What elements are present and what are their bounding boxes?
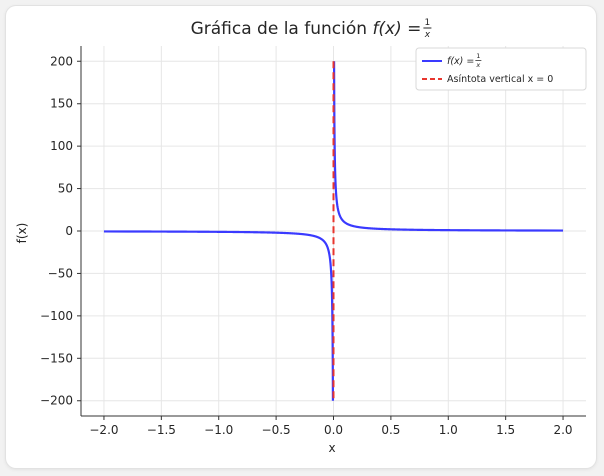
y-tick-label: 200 — [50, 54, 73, 68]
y-tick-label: 100 — [50, 139, 73, 153]
x-axis-label: x — [328, 441, 335, 455]
y-tick-label: 0 — [65, 224, 73, 238]
function-curve-positive — [332, 61, 564, 232]
function-curve-negative — [103, 230, 335, 401]
chart-title-fraction: 1 x — [423, 18, 432, 40]
ticks: −2.0 −1.5 −1.0 −0.5 0.0 0.5 1.0 1.5 2.0 −200 −150 −… — [40, 54, 573, 437]
x-tick-label: 0.5 — [381, 423, 400, 437]
svg-text:1: 1 — [476, 52, 480, 60]
y-tick-label: −150 — [40, 351, 73, 365]
y-tick-label: 50 — [58, 182, 73, 196]
series-layer — [103, 61, 564, 401]
svg-text:x: x — [475, 61, 480, 69]
x-tick-label: 2.0 — [553, 423, 572, 437]
legend-box — [415, 47, 587, 91]
svg-text:1: 1 — [425, 18, 431, 28]
y-tick-label: −50 — [48, 266, 73, 280]
svg-text:x: x — [424, 30, 431, 40]
x-tick-label: −1.0 — [204, 423, 233, 437]
x-tick-label: 1.5 — [496, 423, 515, 437]
x-tick-label: −0.5 — [262, 423, 291, 437]
legend-label-function-fraction: 1 x — [475, 52, 482, 69]
x-tick-label: −2.0 — [89, 423, 118, 437]
chart-card: Gráfica de la función f(x) = 1 x −2.0 −1.… — [6, 6, 596, 468]
x-tick-label: 1.0 — [439, 423, 458, 437]
legend-label-asymptote: Asíntota vertical x = 0 — [447, 74, 553, 85]
legend-label-function: f(x) = — [447, 56, 474, 67]
x-tick-label: −1.5 — [147, 423, 176, 437]
chart-title: Gráfica de la función f(x) = — [191, 19, 422, 39]
x-tick-label: 0.0 — [324, 423, 343, 437]
chart-svg: Gráfica de la función f(x) = 1 x −2.0 −1.… — [15, 18, 587, 455]
y-tick-label: 150 — [50, 97, 73, 111]
y-tick-label: −100 — [40, 309, 73, 323]
y-axis-label: f(x) — [15, 223, 29, 244]
legend: f(x) = 1 x Asíntota vertical x = 0 — [415, 47, 587, 91]
y-tick-label: −200 — [40, 394, 73, 408]
